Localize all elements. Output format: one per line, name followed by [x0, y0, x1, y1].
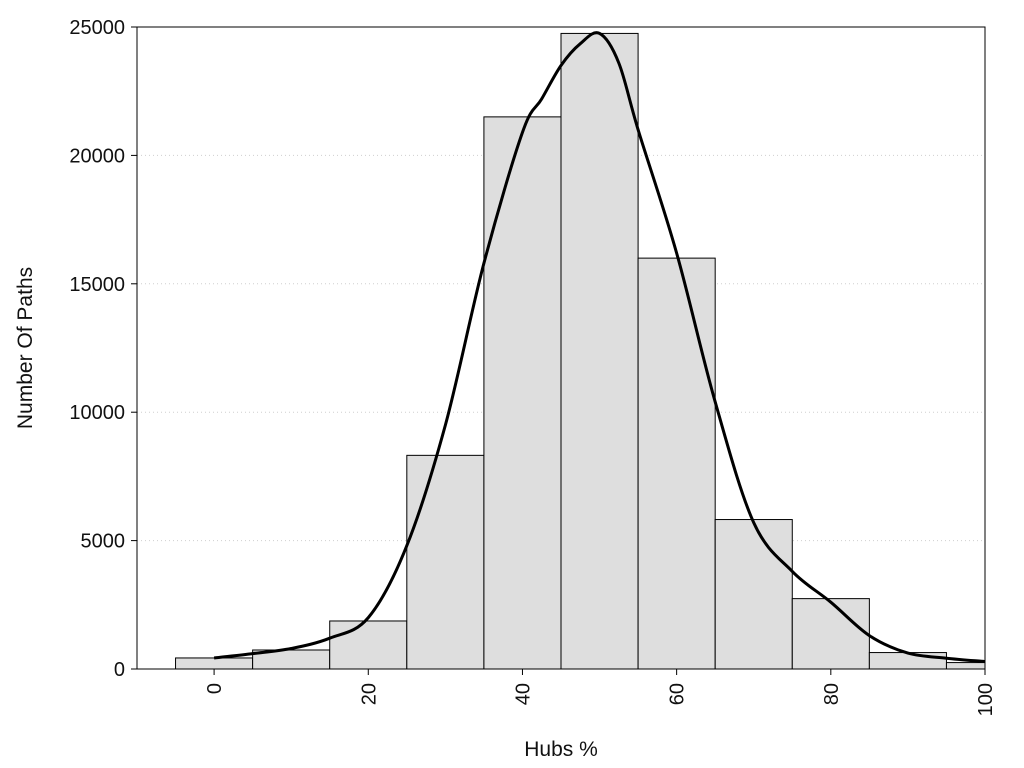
bar-9 [868, 652, 947, 670]
x-tick-label-1: 20 [358, 683, 380, 705]
bar-5 [560, 32, 639, 670]
histogram-bars [175, 32, 986, 670]
y-tick-label-5: 25000 [69, 17, 125, 39]
x-tick-label-4: 80 [821, 683, 843, 705]
x-tick-label-2: 40 [512, 683, 534, 705]
bar-6 [637, 257, 716, 670]
density-curve [213, 31, 986, 664]
y-tick-label-3: 15000 [69, 274, 125, 296]
axis-ticks: 0 5000 10000 15000 20000 25000 0 20 40 60 80 100 [69, 17, 997, 716]
y-tick-label-4: 20000 [69, 145, 125, 167]
x-tick-label-3: 60 [667, 683, 689, 705]
x-tick-label-5: 100 [975, 683, 997, 716]
bar-7 [714, 519, 793, 670]
bar-0 [175, 657, 254, 670]
y-tick-label-2: 10000 [69, 402, 125, 424]
y-axis-label: Number Of Paths [14, 267, 37, 429]
x-tick-label-0: 0 [204, 683, 226, 694]
bar-2 [329, 620, 408, 670]
plot-area-frame [136, 26, 986, 670]
bar-3 [406, 454, 485, 670]
y-tick-label-1: 5000 [81, 531, 126, 553]
bar-4 [483, 116, 562, 670]
bar-10 [945, 662, 986, 670]
x-axis-label: Hubs % [524, 738, 598, 761]
bar-8 [791, 598, 870, 670]
y-tick-label-0: 0 [114, 659, 125, 681]
